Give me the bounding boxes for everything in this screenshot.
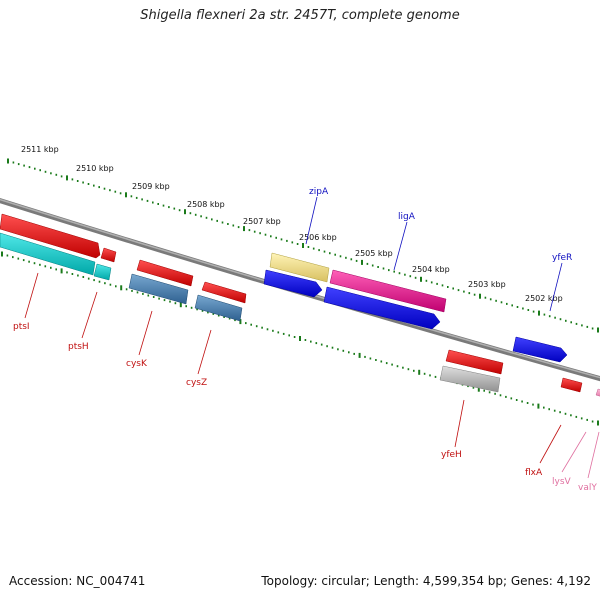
gene-arrow[interactable] — [439, 365, 501, 393]
scale-label: 2510 kbp — [76, 164, 114, 173]
scale-label: 2511 kbp — [21, 145, 59, 154]
gene-arrow[interactable] — [595, 388, 600, 398]
gene-arrow[interactable] — [194, 294, 243, 322]
gene-label[interactable]: ligA — [398, 212, 416, 222]
gene-arrow[interactable] — [100, 247, 117, 263]
gene-arrow[interactable] — [128, 273, 189, 305]
gene-zipA[interactable] — [269, 252, 330, 283]
gene-arrow[interactable] — [93, 263, 112, 281]
gene-label[interactable]: yfeH — [441, 450, 462, 460]
scale-tick-row-top — [7, 158, 599, 333]
accession-label: Accession: NC_004741 — [9, 574, 146, 588]
reverse-strand-genes — [0, 232, 568, 393]
gene-label[interactable]: cysK — [126, 359, 148, 369]
scale-label: 2506 kbp — [299, 233, 337, 242]
gene-arrow[interactable] — [323, 286, 441, 330]
gene-label[interactable]: yfeR — [552, 253, 572, 263]
gene-arrow[interactable] — [0, 232, 96, 276]
gene-label[interactable]: ptsH — [68, 342, 89, 352]
scale-label: 2504 kbp — [412, 265, 450, 274]
gene-label[interactable]: ptsI — [13, 322, 30, 332]
scale-label: 2508 kbp — [187, 200, 225, 209]
gene-ligA[interactable] — [329, 269, 447, 313]
scale-label: 2509 kbp — [132, 182, 170, 191]
scale-label: 2503 kbp — [468, 280, 506, 289]
rna-labels: lysV valY — [552, 431, 600, 493]
forward-strand-genes — [0, 213, 600, 398]
gene-label[interactable]: lysV — [552, 477, 572, 487]
scale-label: 2505 kbp — [355, 249, 393, 258]
gene-arrow[interactable] — [0, 213, 101, 259]
gene-arrow[interactable] — [560, 377, 583, 393]
scale-tick-row-bottom — [1, 251, 599, 426]
gene-arrow[interactable] — [445, 349, 504, 375]
gene-arrow[interactable] — [136, 259, 194, 287]
gene-arrow[interactable] — [263, 269, 323, 298]
gene-labels-top: zipA ligA yfeR — [305, 187, 572, 312]
gene-label[interactable]: cysZ — [186, 378, 207, 388]
gene-arrow[interactable] — [201, 281, 247, 304]
scale-label: 2502 kbp — [525, 294, 563, 303]
gene-label[interactable]: flxA — [525, 468, 543, 478]
gene-label[interactable]: zipA — [309, 187, 329, 197]
genome-summary: Topology: circular; Length: 4,599,354 bp… — [261, 574, 591, 588]
scale-label: 2507 kbp — [243, 217, 281, 226]
gene-arrow[interactable] — [512, 336, 568, 363]
gene-labels-bottom: ptsI ptsH cysK cysZ yfeH flxA — [13, 272, 562, 478]
gene-label[interactable]: valY — [578, 483, 597, 493]
map-title: Shigella flexneri 2a str. 2457T, complet… — [140, 8, 460, 23]
scale-labels: 2511 kbp 2510 kbp 2509 kbp 2508 kbp 2507… — [21, 145, 563, 303]
